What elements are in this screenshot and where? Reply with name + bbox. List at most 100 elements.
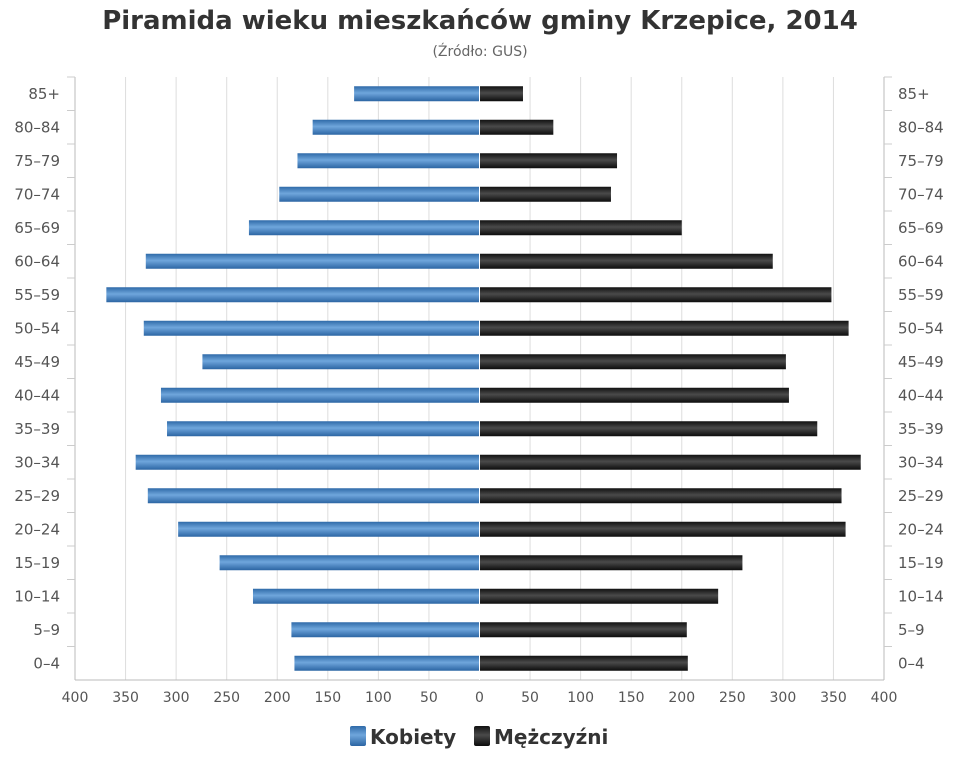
- y-tick-label-left: 65–69: [14, 219, 60, 237]
- bar-kobiety[interactable]: [202, 354, 480, 370]
- bar-kobiety[interactable]: [147, 488, 480, 504]
- x-tick-label: 0: [475, 690, 484, 706]
- y-tick-label-left: 45–49: [14, 353, 60, 371]
- bar-kobiety[interactable]: [219, 555, 480, 571]
- bar-kobiety[interactable]: [279, 186, 480, 202]
- bar-kobiety[interactable]: [354, 86, 480, 102]
- y-tick-label-right: 70–74: [898, 185, 944, 203]
- y-axis-labels: 85+ 85+ 80–84 80–84 75–79 75–79 70–74 70–74 65–6…: [14, 85, 943, 673]
- x-tick-label: 300: [770, 690, 797, 706]
- y-tick-label-right: 10–14: [898, 587, 944, 605]
- y-tick-label-left: 80–84: [14, 118, 60, 136]
- x-tick-label: 100: [365, 690, 392, 706]
- bar-mezczyzni[interactable]: [479, 655, 688, 671]
- y-tick-label-left: 40–44: [14, 386, 60, 404]
- bar-mezczyzni[interactable]: [479, 588, 719, 604]
- x-tick-label: 250: [719, 690, 746, 706]
- bar-mezczyzni[interactable]: [479, 421, 818, 437]
- x-tick-label: 200: [264, 690, 291, 706]
- y-tick-label-right: 40–44: [898, 386, 944, 404]
- bar-kobiety[interactable]: [291, 622, 480, 638]
- y-tick-label-left: 35–39: [14, 420, 60, 438]
- bar-mezczyzni[interactable]: [479, 454, 861, 470]
- chart-subtitle: (Źródło: GUS): [432, 44, 528, 60]
- y-tick-label-right: 55–59: [898, 286, 944, 304]
- y-tick-label-left: 75–79: [14, 152, 60, 170]
- bar-kobiety[interactable]: [106, 287, 480, 303]
- bar-kobiety[interactable]: [160, 387, 480, 403]
- y-tick-label-right: 45–49: [898, 353, 944, 371]
- legend-swatch: [474, 726, 490, 746]
- y-tick-label-left: 55–59: [14, 286, 60, 304]
- bar-mezczyzni[interactable]: [479, 253, 773, 269]
- bar-mezczyzni[interactable]: [479, 555, 743, 571]
- y-tick-label-right: 80–84: [898, 118, 944, 136]
- x-tick-label: 250: [213, 690, 240, 706]
- bar-mezczyzni[interactable]: [479, 521, 846, 537]
- y-tick-label-left: 50–54: [14, 319, 60, 337]
- legend-label[interactable]: Mężczyźni: [494, 725, 608, 749]
- x-tick-label: 100: [567, 690, 594, 706]
- x-tick-label: 350: [112, 690, 139, 706]
- y-tick-label-left: 20–24: [14, 520, 60, 538]
- bar-kobiety[interactable]: [167, 421, 480, 437]
- bar-kobiety[interactable]: [297, 153, 480, 169]
- bar-mezczyzni[interactable]: [479, 387, 789, 403]
- y-tick-label-right: 25–29: [898, 487, 944, 505]
- y-tick-label-right: 75–79: [898, 152, 944, 170]
- y-tick-label-left: 25–29: [14, 487, 60, 505]
- y-tick-label-left: 15–19: [14, 554, 60, 572]
- bar-kobiety[interactable]: [178, 521, 480, 537]
- x-tick-label: 350: [820, 690, 847, 706]
- y-tick-label-right: 60–64: [898, 252, 944, 270]
- legend-label[interactable]: Kobiety: [370, 725, 456, 749]
- y-tick-label-right: 15–19: [898, 554, 944, 572]
- y-tick-label-right: 30–34: [898, 453, 944, 471]
- bar-mezczyzni[interactable]: [479, 220, 682, 236]
- x-tick-label: 200: [668, 690, 695, 706]
- bar-kobiety[interactable]: [294, 655, 480, 671]
- y-tick-label-left: 60–64: [14, 252, 60, 270]
- bar-kobiety[interactable]: [312, 119, 480, 135]
- bar-mezczyzni[interactable]: [479, 86, 523, 102]
- y-tick-label-right: 35–39: [898, 420, 944, 438]
- y-tick-label-right: 5–9: [898, 621, 925, 639]
- y-tick-label-left: 70–74: [14, 185, 60, 203]
- x-tick-label: 400: [62, 690, 89, 706]
- x-tick-label: 50: [420, 690, 438, 706]
- chart-title: Piramida wieku mieszkańców gminy Krzepic…: [102, 6, 858, 36]
- y-tick-label-right: 20–24: [898, 520, 944, 538]
- bar-mezczyzni[interactable]: [479, 186, 611, 202]
- x-axis-labels: 400 350 300 250 200 150 100 50 0 50 100 150 200 250 30…: [62, 690, 898, 706]
- y-tick-label-left: 10–14: [14, 587, 60, 605]
- x-tick-label: 400: [871, 690, 898, 706]
- bar-kobiety[interactable]: [252, 588, 480, 604]
- x-tick-label: 150: [314, 690, 341, 706]
- bar-mezczyzni[interactable]: [479, 153, 618, 169]
- bar-mezczyzni[interactable]: [479, 287, 832, 303]
- bar-kobiety[interactable]: [135, 454, 480, 470]
- bar-kobiety[interactable]: [145, 253, 480, 269]
- bars: [106, 77, 861, 680]
- y-tick-label-right: 85+: [898, 85, 930, 103]
- y-tick-label-right: 65–69: [898, 219, 944, 237]
- bar-mezczyzni[interactable]: [479, 622, 687, 638]
- y-tick-label-left: 30–34: [14, 453, 60, 471]
- y-tick-label-left: 5–9: [33, 621, 60, 639]
- bar-mezczyzni[interactable]: [479, 320, 849, 336]
- bar-kobiety[interactable]: [143, 320, 480, 336]
- bar-mezczyzni[interactable]: [479, 119, 554, 135]
- y-tick-label-right: 0–4: [898, 654, 925, 672]
- bar-mezczyzni[interactable]: [479, 354, 786, 370]
- legend-swatch: [350, 726, 366, 746]
- y-tick-label-left: 0–4: [33, 654, 60, 672]
- y-tick-label-left: 85+: [28, 85, 60, 103]
- x-tick-label: 300: [163, 690, 190, 706]
- bar-kobiety[interactable]: [248, 220, 480, 236]
- bar-mezczyzni[interactable]: [479, 488, 842, 504]
- legend: Kobiety Mężczyźni: [350, 725, 608, 749]
- x-tick-label: 150: [618, 690, 645, 706]
- y-tick-label-right: 50–54: [898, 319, 944, 337]
